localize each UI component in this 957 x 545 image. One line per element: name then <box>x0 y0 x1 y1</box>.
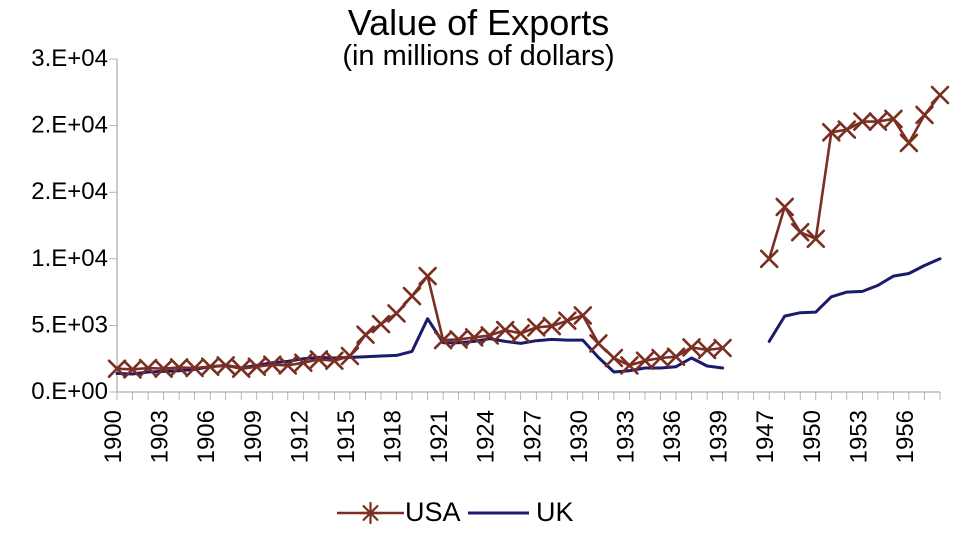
svg-text:USA: USA <box>405 497 461 527</box>
svg-text:UK: UK <box>536 497 574 527</box>
